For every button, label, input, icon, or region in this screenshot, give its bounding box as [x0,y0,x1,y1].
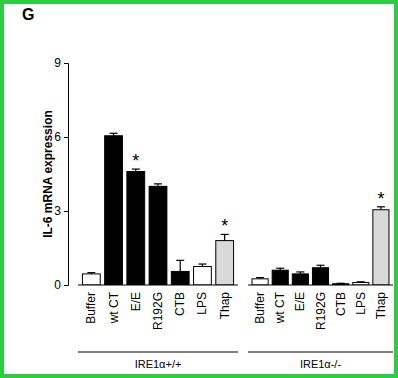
error-bar [154,184,162,186]
error-bar-cap [110,133,118,134]
significance-mark: * [377,189,384,209]
x-tick-label: LPS [195,292,209,315]
error-bar [256,278,264,279]
bar [292,274,308,285]
error-bar [357,281,365,283]
y-tick: 6 [54,130,68,144]
group-bracket [248,352,393,353]
significance-mark: * [132,151,139,171]
error-bar-cap [256,277,264,278]
bar [272,270,288,285]
y-tick-mark [64,285,68,286]
y-tick-mark [64,211,68,212]
error-bar-stem [180,260,181,271]
group-label: IRE1α-/- [300,358,342,370]
x-tick-label: E/E [129,292,143,311]
bar [373,210,389,285]
error-bar-cap [317,265,325,266]
y-tick-label: 3 [54,204,61,218]
x-tick-label: wt CT [107,291,121,324]
plot-area [82,133,389,285]
x-tick-label: LPS [354,292,368,315]
group-label: IRE1α+/+ [135,358,182,370]
y-axis: 0 3 6 9 [54,56,68,292]
significance-mark: * [221,216,228,236]
bar [252,279,268,285]
error-bar [276,268,284,270]
y-tick-mark [64,137,68,138]
y-axis-line [64,64,69,286]
error-bar-cap [87,272,95,273]
y-tick: 0 [54,278,68,292]
y-tick-label: 6 [54,130,61,144]
bar [105,136,123,285]
bar [171,271,189,285]
error-bar-cap [176,260,184,261]
panel-label: G [22,6,34,23]
frame [2,2,396,376]
y-tick-label: 9 [54,56,61,70]
error-bar [317,265,325,267]
error-bar-cap [154,183,162,184]
x-axis-line [78,285,238,286]
x-tick-label: Thap [218,292,232,320]
x-tick-label: R192G [314,292,328,330]
bar [194,267,212,286]
x-tick-label: R192G [151,292,165,330]
error-bar [296,272,304,274]
x-tick-label: Buffer [84,292,98,324]
x-tick-label: CTB [173,292,187,316]
y-tick-mark [64,63,68,64]
x-tick-label: Buffer [253,292,267,324]
x-tick-label: E/E [293,292,307,311]
y-tick-label: 0 [54,278,61,292]
error-bar-cap [198,263,206,264]
x-tick-label: CTB [334,292,348,316]
error-bar [176,260,184,271]
x-tick-label: Thap [374,292,388,320]
bar [82,274,100,285]
y-axis-title: IL-6 mRNA expression [41,110,55,238]
error-bar [87,273,95,274]
error-bar [337,283,345,284]
bar [149,186,167,285]
error-bar [110,133,118,135]
error-bar [198,264,206,266]
bar [312,268,328,285]
error-bar-cap [276,268,284,269]
x-axis-line [248,285,393,286]
chart: G IL-6 mRNA expression 0 3 6 9 Buffer wt CT E/E R… [0,0,398,378]
group-bracket [78,352,238,353]
x-tick-label: wt CT [273,291,287,324]
error-bar-cap [296,271,304,272]
y-tick: 9 [54,56,68,70]
y-tick: 3 [54,204,68,218]
bar [216,241,234,285]
error-bar-cap [337,283,345,284]
bar [127,172,145,285]
error-bar-cap [357,281,365,282]
